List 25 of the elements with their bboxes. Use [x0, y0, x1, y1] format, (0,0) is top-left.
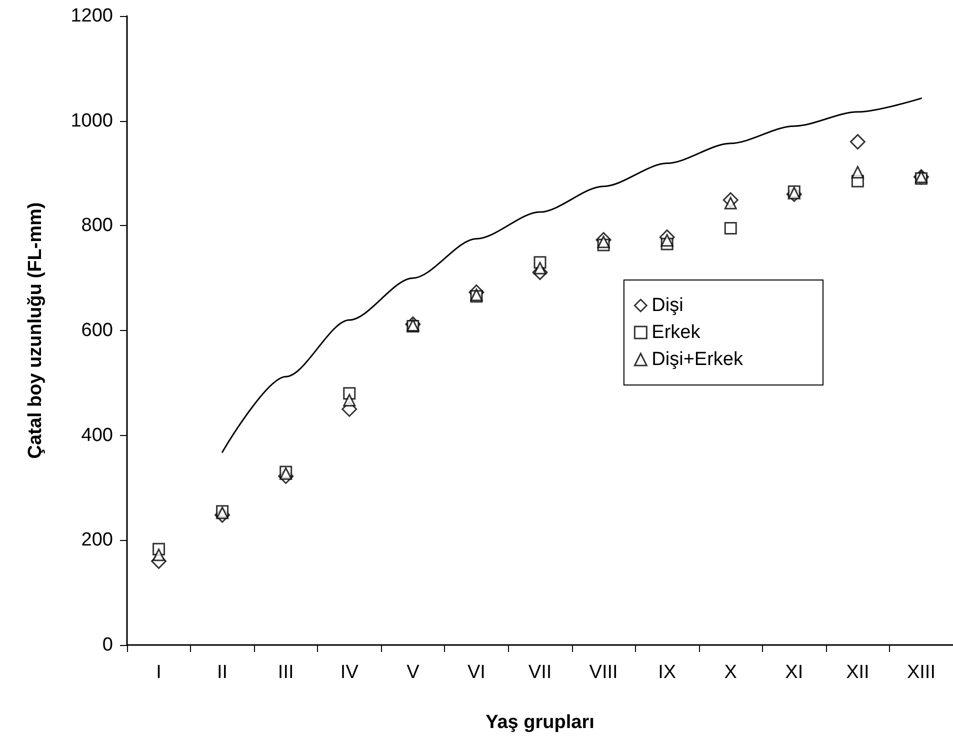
y-axis-title: Çatal boy uzunluğu (FL-mm): [25, 202, 46, 459]
y-tick-label: 1200: [70, 6, 113, 26]
y-tick-label: 400: [81, 424, 113, 446]
x-tick-label: VII: [528, 662, 552, 683]
x-axis-title: Yaş grupları: [486, 712, 594, 733]
x-tick-label: VIII: [589, 662, 618, 683]
x-tick-label: IV: [340, 662, 359, 683]
y-tick-label: 1000: [70, 110, 113, 132]
y-tick-label: 0: [102, 634, 113, 656]
x-tick-label: I: [156, 662, 162, 683]
y-tick-label: 200: [81, 530, 113, 551]
y-tick-label: 800: [81, 215, 113, 236]
x-tick-label: XII: [846, 662, 870, 683]
legend-label: Erkek: [652, 322, 701, 343]
legend-label: Dişi+Erkek: [652, 349, 744, 370]
x-tick-label: XIII: [906, 662, 936, 683]
legend-label: Dişi: [652, 295, 684, 316]
x-tick-label: III: [278, 662, 294, 683]
x-tick-label: VI: [467, 662, 486, 683]
y-tick-label: 600: [81, 320, 113, 341]
x-tick-label: XI: [785, 662, 804, 683]
x-tick-label: X: [724, 662, 738, 683]
x-tick-label: II: [217, 662, 228, 683]
x-tick-label: IX: [658, 662, 676, 683]
x-tick-label: V: [406, 662, 420, 683]
